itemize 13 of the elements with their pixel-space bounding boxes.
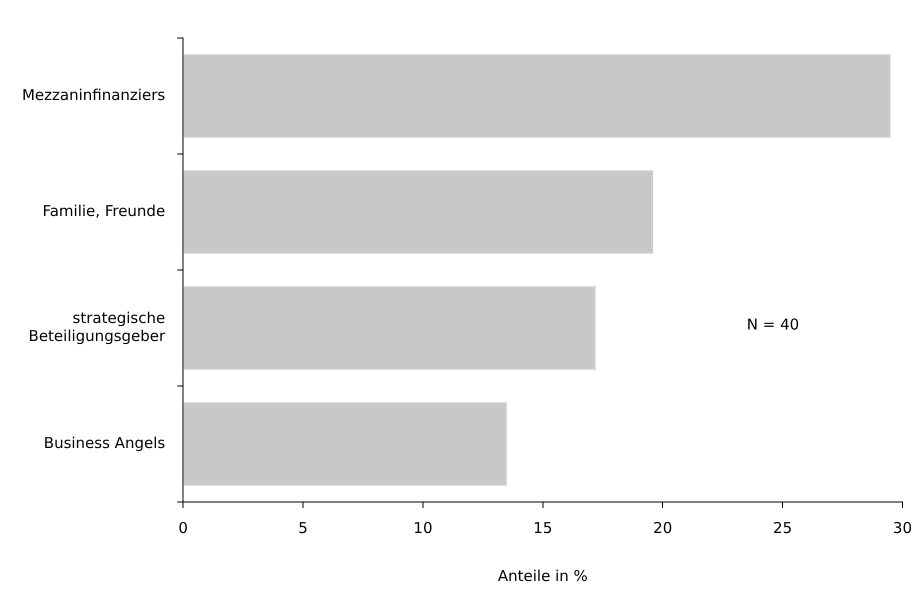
annotation: N = 40: [746, 316, 800, 334]
y-tick-label: Business Angels: [44, 434, 166, 452]
y-tick-label: strategische Beteiligungsgeber: [28, 308, 166, 345]
x-tick-label: 15: [533, 518, 552, 537]
x-tick-label: 0: [178, 518, 188, 537]
x-tick-label: 25: [773, 518, 792, 537]
x-tick-label: 30: [892, 518, 912, 537]
y-tick-label: Mezzaninfinanziers: [22, 86, 166, 104]
y-tick-label: Familie, Freunde: [42, 202, 166, 220]
x-tick-label: 20: [653, 518, 672, 537]
x-tick-label: 10: [413, 518, 432, 537]
x-axis-title: Anteile in %: [498, 566, 588, 585]
x-tick-label: 5: [298, 518, 308, 537]
